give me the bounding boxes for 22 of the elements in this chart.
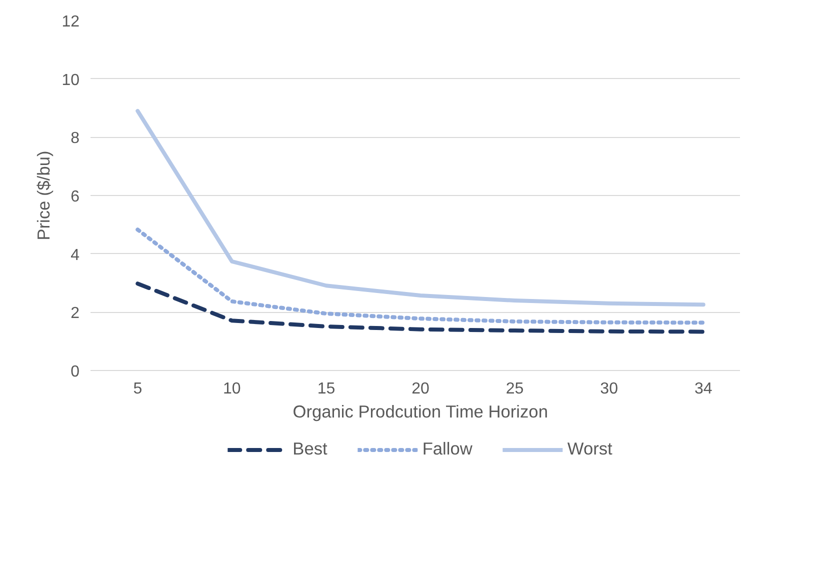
y-tick-label: 0 <box>70 364 80 380</box>
line-series <box>136 282 706 334</box>
legend-label: Worst <box>567 438 612 460</box>
y-tick-label: 6 <box>70 188 80 206</box>
y-tick-label: 4 <box>70 246 80 264</box>
line-series <box>136 228 706 325</box>
legend-label: Best <box>292 438 328 460</box>
y-tick-label: 12 <box>62 14 80 30</box>
line-series <box>136 108 706 307</box>
y-tick-label: 2 <box>70 305 80 322</box>
x-tick-label: 10 <box>223 380 241 398</box>
y-tick-label: 8 <box>70 130 80 148</box>
x-tick-label: 20 <box>412 380 430 398</box>
x-tick-label: 34 <box>694 380 712 398</box>
x-tick-label: 30 <box>600 380 618 398</box>
legend-label: Fallow <box>422 438 472 460</box>
y-axis-title: Price ($/bu) <box>34 150 54 240</box>
x-tick-label: 5 <box>133 380 142 398</box>
x-tick-label: 25 <box>506 380 524 398</box>
y-tick-label: 10 <box>62 72 80 89</box>
x-axis-title: Organic Prodcution Time Horizon <box>292 402 548 422</box>
x-tick-label: 15 <box>317 380 336 398</box>
